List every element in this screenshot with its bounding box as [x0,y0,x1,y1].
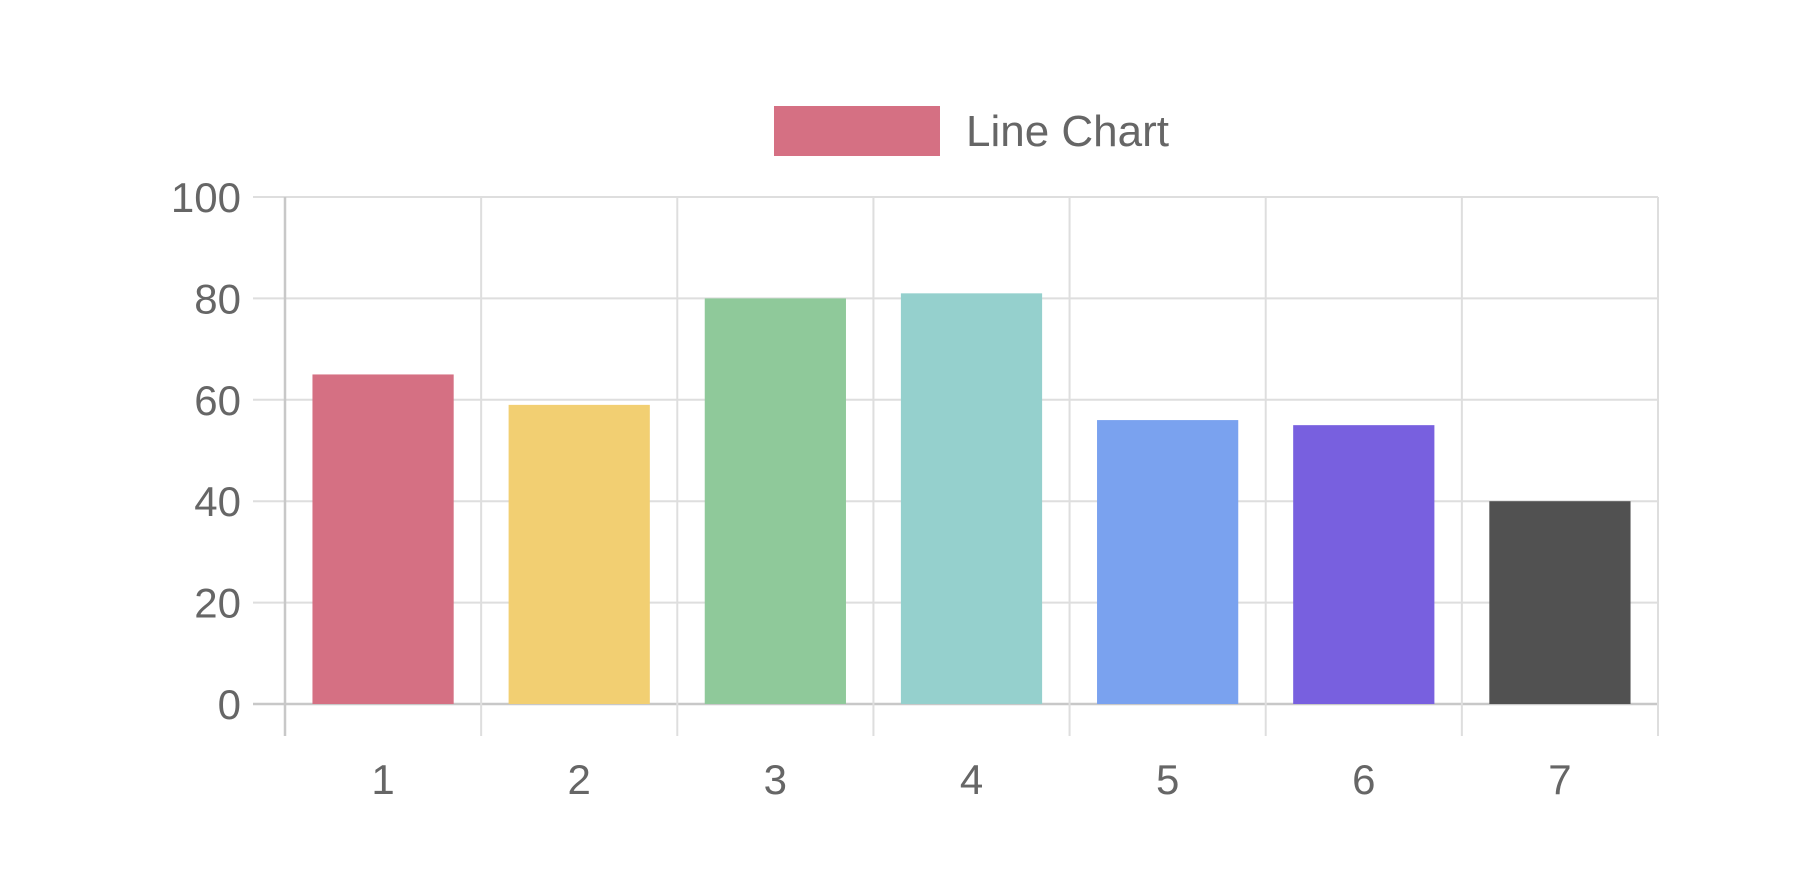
x-tick-label: 6 [1352,756,1375,803]
x-tick-label: 7 [1548,756,1571,803]
bar-2[interactable] [508,404,650,704]
x-tick-label: 3 [764,756,787,803]
legend-swatch[interactable] [773,106,940,156]
x-tick-label: 2 [568,756,591,803]
legend-label[interactable]: Line Chart [966,107,1169,156]
x-tick-label: 4 [960,756,983,803]
y-tick-label: 20 [194,580,241,627]
bar-1[interactable] [312,374,454,704]
legend[interactable]: Line Chart [773,106,1169,156]
bar-6[interactable] [1293,425,1435,704]
y-tick-label: 60 [194,377,241,424]
y-tick-label: 100 [171,174,241,221]
y-tick-label: 80 [194,275,241,322]
x-tick-label: 5 [1156,756,1179,803]
y-tick-label: 40 [194,478,241,525]
bar-5[interactable] [1097,420,1239,704]
axes: 0 20 40 60 80 100 1 2 3 4 5 6 7 [171,174,1572,803]
bar-4[interactable] [900,293,1043,704]
bar-7[interactable] [1489,501,1631,704]
bar-3[interactable] [704,298,846,704]
x-tick-label: 1 [371,756,394,803]
bars [312,293,1631,704]
y-tick-label: 0 [218,681,241,728]
